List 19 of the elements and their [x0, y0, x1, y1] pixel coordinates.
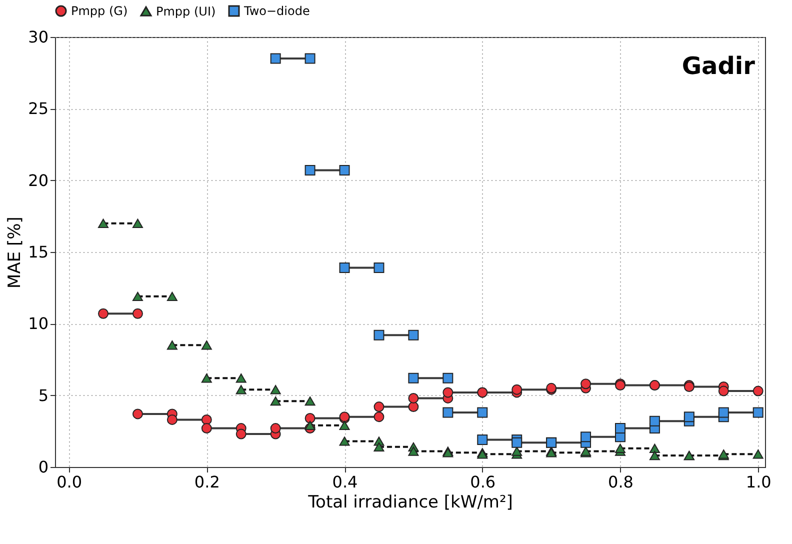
x-tick-label: 0.6: [470, 472, 496, 492]
x-tick-label: 1.0: [746, 472, 772, 492]
legend-label: Pmpp (UI): [156, 4, 216, 18]
y-tick-label: 0: [38, 458, 48, 476]
x-tick-label: 0.4: [332, 472, 358, 492]
y-axis-title: MAE [%]: [5, 216, 26, 288]
x-axis-title: Total irradiance [kW/m²]: [307, 492, 513, 512]
legend-label: Pmpp (G): [71, 4, 128, 18]
y-tick-label: 10: [28, 314, 48, 334]
y-tick-label: 15: [28, 242, 48, 262]
y-tick-label: 20: [28, 170, 48, 190]
annotation: Gadir: [682, 52, 756, 80]
y-tick-label: 25: [28, 99, 48, 118]
x-tick-label: 0.8: [608, 472, 634, 492]
y-tick-label: 5: [38, 386, 48, 405]
y-tick-label: 30: [28, 28, 48, 46]
legend-label: Two−diode: [243, 4, 310, 18]
x-tick-label: 0.2: [194, 472, 220, 492]
x-tick-label: 0.0: [56, 472, 82, 492]
